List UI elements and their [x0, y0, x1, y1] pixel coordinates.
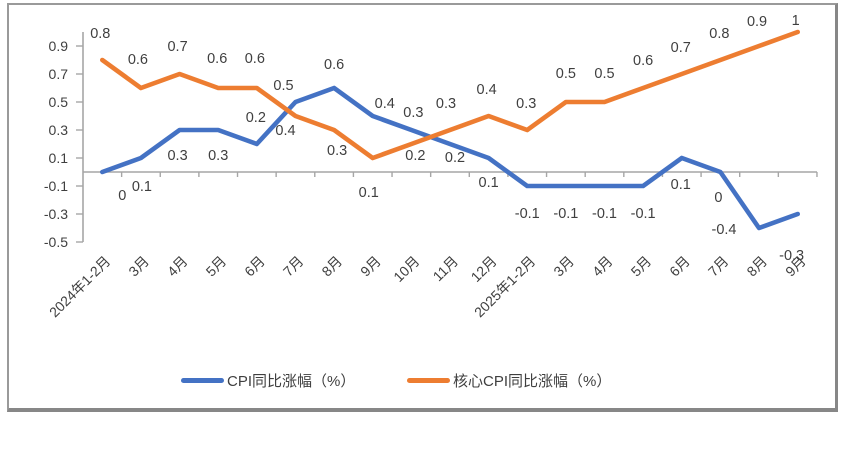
- y-tick-label: -0.3: [44, 206, 68, 222]
- x-tick-label: 2024年1-2月: [46, 253, 113, 320]
- x-axis-labels: 2024年1-2月 3月 4月 5月 6月 7月 8月 9月 10月 11月 12月2025年1-2…: [46, 253, 809, 320]
- x-tick-label: 7月: [280, 253, 307, 280]
- axes: [82, 32, 817, 242]
- x-tick-label: 3月: [125, 253, 152, 280]
- data-label: 0.1: [479, 175, 499, 191]
- x-tick-label: 4月: [589, 253, 616, 280]
- data-labels: 00.10.3 0.30.20.50.60.40.30.20.1-0.1 -0.1-…: [90, 13, 804, 264]
- x-tick-label: 9月: [357, 253, 384, 280]
- data-label: 0.6: [324, 57, 344, 73]
- y-tick-label: 0.7: [49, 66, 69, 82]
- data-label: 0.6: [207, 51, 227, 67]
- data-label: 0: [714, 190, 722, 206]
- x-tick-label: 5月: [628, 253, 655, 280]
- series-lines: [100, 29, 801, 231]
- cpi-line-swatch: [181, 377, 224, 383]
- data-label: -0.4: [712, 222, 737, 238]
- x-tick-label: 10月: [390, 253, 422, 285]
- data-label: 0.5: [594, 66, 614, 82]
- x-tick-label: 8月: [743, 253, 770, 280]
- data-label: 0.9: [747, 14, 767, 30]
- data-label: 0.7: [671, 40, 691, 56]
- data-label: 1: [792, 13, 800, 29]
- legend-item-cpi: CPI同比涨幅（%）: [181, 371, 356, 390]
- data-label: 0.7: [167, 39, 187, 55]
- x-tick-label: 4月: [164, 253, 191, 280]
- x-tick-label: 6月: [241, 253, 268, 280]
- x-tick-label: 12月: [468, 253, 500, 285]
- data-label: 0.3: [327, 143, 347, 159]
- data-label: 0.1: [359, 185, 379, 201]
- data-label: -0.3: [779, 248, 804, 264]
- data-label: 0.3: [167, 148, 187, 164]
- data-label: 0: [118, 188, 126, 204]
- data-label: 0.5: [556, 66, 576, 82]
- data-label: 0.3: [436, 96, 456, 112]
- data-label: -0.1: [553, 206, 578, 222]
- data-label: 0.3: [516, 96, 536, 112]
- data-label: 0.2: [405, 148, 425, 164]
- y-axis-ticks: [76, 45, 83, 243]
- x-tick-label: 7月: [705, 253, 732, 280]
- data-label: 0.8: [709, 26, 729, 42]
- data-label: 0.3: [403, 105, 423, 121]
- y-tick-label: -0.5: [44, 234, 68, 250]
- y-tick-label: 0.5: [49, 94, 69, 110]
- x-tick-label: 8月: [318, 253, 345, 280]
- core-cpi-line-swatch: [407, 377, 450, 383]
- y-tick-label: -0.1: [44, 178, 68, 194]
- data-label: 0.6: [128, 52, 148, 68]
- y-tick-label: 0.3: [49, 122, 69, 138]
- data-label: 0.2: [246, 110, 266, 126]
- data-label: 0.2: [445, 150, 465, 166]
- data-label: 0.6: [633, 53, 653, 69]
- data-label: -0.1: [515, 206, 540, 222]
- data-label: 0.1: [671, 177, 691, 193]
- data-label: 0.4: [477, 82, 497, 98]
- data-label: 0.4: [375, 96, 395, 112]
- x-tick-label: 5月: [203, 253, 230, 280]
- data-label: 0.4: [275, 123, 295, 139]
- chart-frame: [7, 3, 838, 412]
- x-tick-label: 11月: [430, 253, 461, 284]
- x-tick-label: 3月: [550, 253, 577, 280]
- data-label: 0.6: [245, 51, 265, 67]
- y-axis-labels: 0.9 0.7 0.5 0.3 0.1 -0.1 -0.3 -0.5: [44, 38, 68, 250]
- legend-item-core-cpi: 核心CPI同比涨幅（%）: [407, 371, 612, 390]
- series-line-0: [100, 85, 801, 231]
- series-line-1: [100, 29, 801, 161]
- data-label: 0.3: [208, 148, 228, 164]
- data-label: -0.1: [631, 206, 656, 222]
- legend-label-core-cpi: 核心CPI同比涨幅（%）: [453, 372, 612, 390]
- data-label: 0.1: [132, 179, 152, 195]
- data-label: 0.8: [90, 26, 110, 42]
- y-tick-label: 0.1: [49, 150, 69, 166]
- data-label: 0.5: [273, 78, 293, 94]
- legend-label-cpi: CPI同比涨幅（%）: [227, 372, 356, 390]
- y-tick-label: 0.9: [49, 38, 69, 54]
- data-label: -0.1: [592, 206, 617, 222]
- x-tick-label: 6月: [666, 253, 693, 280]
